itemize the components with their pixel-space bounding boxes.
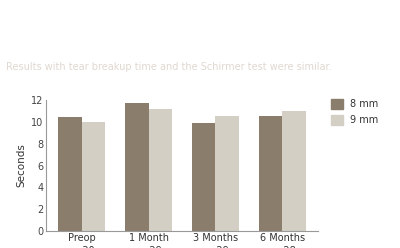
Bar: [82, 122, 105, 231]
Bar: [259, 116, 282, 231]
Text: Figure 5. Tear film breakup time: Figure 5. Tear film breakup time: [6, 3, 220, 17]
Bar: [216, 116, 239, 231]
Bar: [282, 111, 306, 231]
Text: Results with tear breakup time and the Schirmer test were similar.: Results with tear breakup time and the S…: [6, 62, 332, 72]
Bar: [125, 103, 148, 231]
Y-axis label: Seconds: Seconds: [17, 144, 27, 187]
Bar: [192, 123, 216, 231]
Text: 8 mm vs. 9 mm flap diameter: 8 mm vs. 9 mm flap diameter: [6, 32, 201, 45]
Bar: [58, 117, 82, 231]
Bar: [148, 109, 172, 231]
Legend: 8 mm, 9 mm: 8 mm, 9 mm: [331, 99, 379, 125]
